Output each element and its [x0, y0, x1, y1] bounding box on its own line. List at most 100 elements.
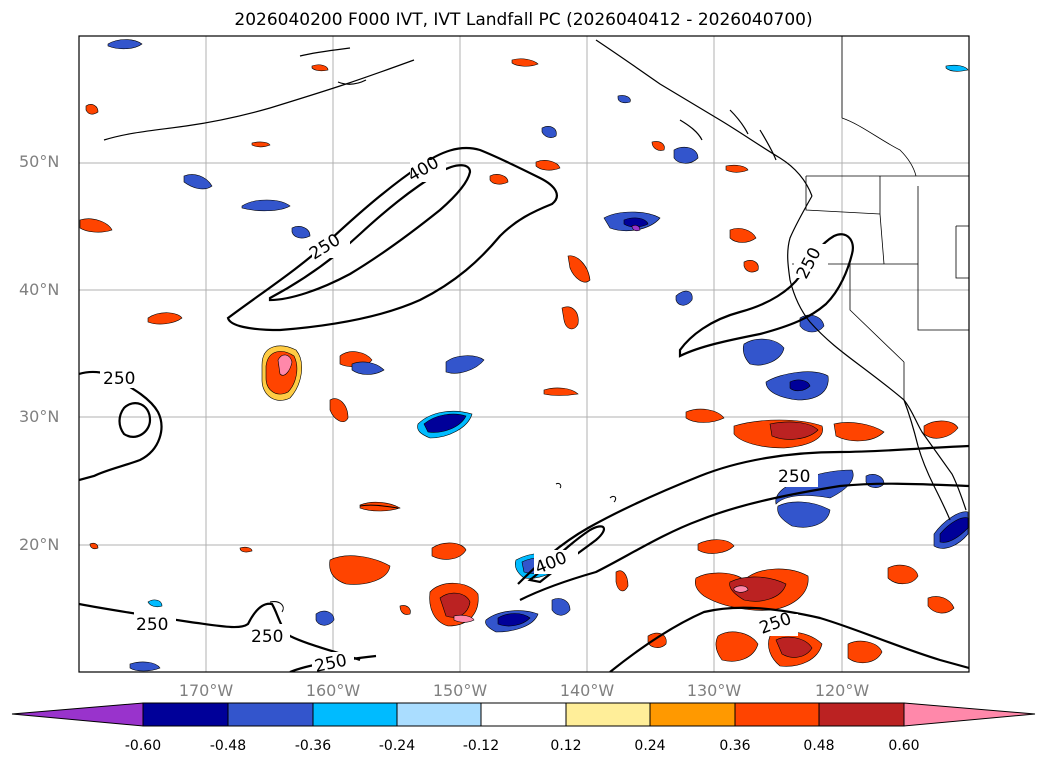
warm-patch [489, 174, 509, 185]
contour-400-northern-ar [268, 164, 472, 302]
warm-patch [329, 555, 391, 585]
warm-patch [743, 260, 759, 273]
lat-label: 20°N [19, 535, 60, 554]
lon-label: 120°W [814, 681, 870, 700]
cool-patch [183, 174, 213, 190]
positive-anomaly-patches [79, 58, 959, 667]
warm-patch [277, 354, 293, 376]
contour-label: 250 [136, 615, 168, 635]
colorbar-swatch [565, 702, 651, 727]
cool-patch [497, 613, 531, 627]
contour-label: 250 [103, 369, 135, 389]
cool-patch [241, 199, 291, 212]
cool-patch [789, 379, 811, 392]
cool-patch [351, 361, 385, 375]
colorbar-swatch [142, 702, 229, 727]
colorbar-swatch [649, 702, 736, 727]
cool-patch [423, 413, 467, 433]
lat-label: 50°N [19, 152, 60, 171]
warm-patch [251, 141, 271, 148]
cool-patch [939, 517, 969, 543]
lon-label: 140°W [559, 681, 615, 700]
cool-patch [777, 501, 831, 528]
warm-patch [439, 592, 471, 618]
colorbar-swatch [396, 702, 482, 727]
gridlines [79, 36, 969, 672]
warm-patch [715, 631, 759, 662]
contour-label: 250 [251, 627, 283, 647]
state-boundaries [792, 36, 969, 400]
warm-patch [511, 58, 539, 67]
warm-patch [729, 228, 757, 243]
colorbar-tick: -0.36 [294, 738, 332, 754]
cool-patch [315, 610, 335, 626]
cool-patch [291, 226, 311, 239]
colorbar-tick: 0.36 [719, 738, 751, 754]
warm-patch [567, 255, 591, 283]
warm-patch [359, 501, 401, 512]
colorbar-tick: -0.12 [462, 738, 500, 754]
lon-label: 170°W [178, 681, 234, 700]
plot-frame [78, 35, 970, 673]
cool-patch [445, 355, 485, 374]
warm-patch [729, 576, 787, 602]
colorbar-swatch [734, 702, 820, 727]
cool-patch [107, 39, 143, 50]
colorbar-tick: -0.60 [124, 738, 162, 754]
contour-250-northern-ar [226, 146, 558, 332]
cool-patch [945, 64, 969, 72]
colorbar-tick: 0.24 [634, 738, 666, 754]
colorbar [11, 702, 1036, 727]
warm-patch [147, 312, 183, 325]
cool-patch [675, 290, 693, 306]
warm-patch [239, 546, 253, 553]
colorbar-tick: 0.48 [803, 738, 835, 754]
warm-patch [651, 141, 665, 151]
warm-patch [543, 387, 579, 396]
warm-patch [847, 640, 883, 664]
lat-label: 30°N [19, 407, 60, 426]
contour-250-west-inner [118, 402, 152, 438]
warm-patch [561, 306, 579, 330]
cool-patch [147, 599, 163, 608]
warm-patch [615, 570, 629, 592]
cool-patch [551, 598, 571, 616]
lon-label: 130°W [686, 681, 742, 700]
warm-patch [769, 421, 819, 440]
warm-patch [725, 164, 749, 173]
islands [269, 483, 617, 613]
warm-patch [775, 636, 813, 658]
contour-250-southern-ar-lower [519, 482, 969, 601]
colorbar-tick: 0.12 [550, 738, 582, 754]
warm-patch [311, 64, 329, 72]
colorbar-extend-low [11, 702, 144, 727]
warm-patch [535, 160, 561, 171]
colorbar-swatch [227, 702, 314, 727]
cool-patch [129, 661, 161, 672]
colorbar-tick: -0.24 [378, 738, 416, 754]
colorbar-swatch [818, 702, 905, 727]
warm-patch [431, 542, 467, 560]
contour-label-backgrounds [100, 160, 828, 672]
cool-patch [631, 224, 641, 232]
cool-patch [617, 95, 631, 104]
warm-patch [329, 398, 349, 422]
warm-patch [399, 605, 411, 615]
negative-anomaly-patches [107, 39, 969, 672]
warm-patch [923, 420, 959, 439]
coastlines [103, 39, 967, 521]
lon-label: 160°W [305, 681, 361, 700]
lat-label: 40°N [19, 280, 60, 299]
warm-patch [887, 564, 919, 585]
map-title: 2026040200 F000 IVT, IVT Landfall PC (20… [234, 10, 813, 30]
warm-patch [697, 539, 735, 554]
cool-patch [673, 146, 699, 164]
colorbar-tick: -0.48 [209, 738, 247, 754]
contour-250-south-bottom [609, 606, 969, 672]
warm-patch [79, 218, 113, 233]
colorbar-swatch [312, 702, 398, 727]
warm-patch [927, 596, 955, 614]
warm-patch [833, 422, 885, 442]
lon-label: 150°W [432, 681, 488, 700]
